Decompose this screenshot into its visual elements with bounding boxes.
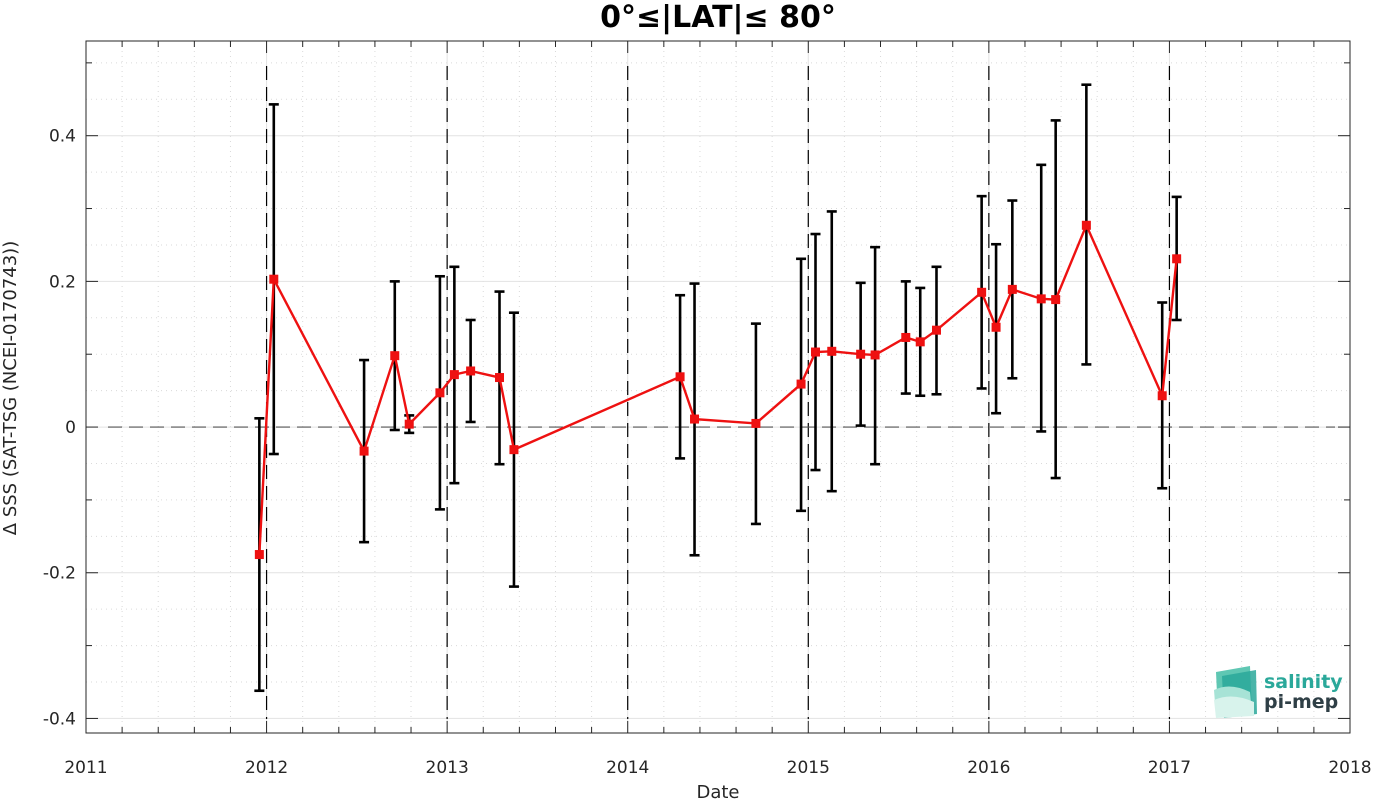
- data-point: [827, 346, 837, 356]
- data-point: [901, 332, 911, 342]
- data-point: [495, 373, 505, 383]
- data-point: [931, 325, 941, 335]
- minor-grid: [86, 41, 1350, 733]
- data-point: [269, 274, 279, 284]
- y-axis-label: Δ SSS (SAT-TSG (NCEI-0170743)): [0, 241, 21, 535]
- y-tick-labels: 0.4 0.2 0 -0.2 -0.4: [43, 127, 76, 730]
- data-point: [254, 550, 264, 560]
- y-tick-label: -0.2: [43, 564, 76, 584]
- x-axis-label: Date: [696, 782, 739, 801]
- data-point: [1157, 391, 1167, 401]
- data-point: [856, 349, 866, 359]
- data-point: [977, 287, 987, 297]
- major-grid: [85, 41, 1351, 733]
- x-tick-label: 2011: [64, 758, 107, 778]
- data-point: [1051, 295, 1061, 305]
- salinity-pi-mep-logo: salinity pi-mep: [1214, 666, 1343, 718]
- data-point: [404, 419, 414, 429]
- data-point: [435, 388, 445, 398]
- y-tick-label: 0.2: [49, 272, 76, 292]
- logo-waves-icon: [1214, 666, 1257, 718]
- y-tick-label: -0.4: [43, 709, 76, 729]
- data-point: [675, 372, 685, 382]
- chart-title: 0°≤|LAT|≤ 80°: [600, 0, 836, 35]
- data-point: [449, 370, 459, 380]
- x-tick-labels: 2011 2012 2013 2014 2015 2016 2017 2018: [64, 758, 1371, 778]
- y-tick-label: 0: [65, 418, 76, 438]
- data-markers: [254, 220, 1182, 560]
- y-tick-label: 0.4: [49, 127, 76, 147]
- x-tick-label: 2016: [967, 758, 1010, 778]
- data-point: [1007, 284, 1017, 294]
- x-tick-label: 2012: [245, 758, 288, 778]
- data-point: [690, 414, 700, 424]
- data-point: [359, 446, 369, 456]
- axis-ticks: [85, 41, 1351, 733]
- data-point: [870, 350, 880, 360]
- data-point: [1172, 254, 1182, 264]
- data-point: [811, 347, 821, 357]
- data-point: [1081, 220, 1091, 230]
- data-point: [1036, 294, 1046, 304]
- year-marker-lines: [265, 66, 1171, 719]
- data-point: [751, 418, 761, 428]
- data-point: [466, 366, 476, 376]
- data-point: [991, 322, 1001, 332]
- x-tick-label: 2017: [1148, 758, 1191, 778]
- plot-frame: [85, 40, 1351, 734]
- logo-line1: salinity: [1264, 671, 1343, 693]
- x-tick-label: 2015: [787, 758, 830, 778]
- data-point: [796, 379, 806, 389]
- error-bars: [254, 83, 1182, 693]
- x-tick-label: 2013: [426, 758, 469, 778]
- series-line: [258, 222, 1178, 555]
- data-point: [915, 337, 925, 347]
- data-point: [509, 445, 519, 455]
- x-tick-label: 2018: [1328, 758, 1371, 778]
- logo-line2: pi-mep: [1264, 691, 1338, 713]
- x-tick-label: 2014: [606, 758, 649, 778]
- data-point: [390, 351, 400, 361]
